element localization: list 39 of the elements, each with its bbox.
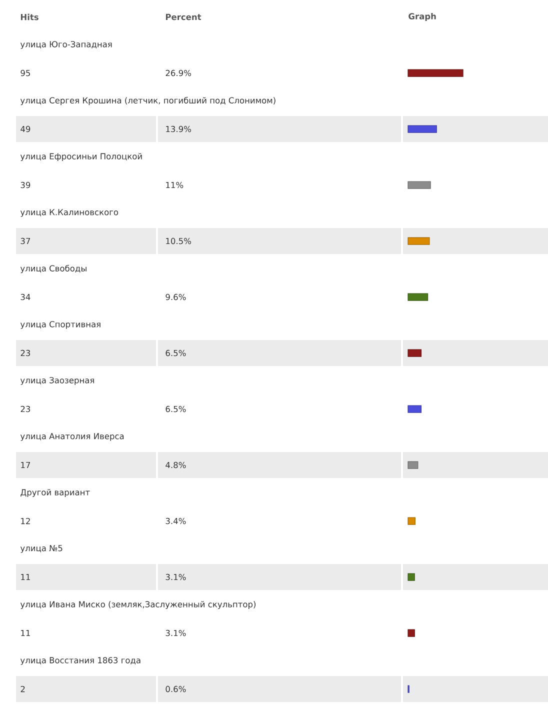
text: 49 bbox=[20, 126, 30, 132]
text: 9.6% bbox=[166, 294, 186, 300]
text: 2 bbox=[20, 686, 25, 692]
y-tick-label: улица Спортивная bbox=[20, 321, 100, 329]
text: 6.5% bbox=[166, 406, 186, 412]
y-tick-label: улица №5 bbox=[20, 545, 62, 553]
y-tick-label: улица Сергея Крошина (летчик, погибший под Слонимом) bbox=[20, 96, 276, 106]
text: 13.9% bbox=[166, 126, 191, 132]
y-tick-label: улица Ефросиньи Полоцкой bbox=[20, 153, 142, 162]
text: 17 bbox=[21, 462, 30, 468]
text: Hits bbox=[20, 14, 38, 20]
text: 23 bbox=[20, 350, 30, 356]
text: 11 bbox=[21, 574, 30, 580]
y-tick-label: улица Свободы bbox=[20, 264, 86, 274]
text: 6.5% bbox=[166, 350, 186, 356]
text: 3.1% bbox=[166, 630, 186, 636]
y-tick-label: Другой вариант bbox=[20, 489, 90, 497]
text: 10.5% bbox=[166, 238, 191, 244]
y-tick-label: улица Анатолия Иверса bbox=[20, 433, 124, 441]
text: Percent bbox=[166, 14, 202, 20]
text: 0.6% bbox=[166, 686, 186, 692]
text: 3.4% bbox=[166, 518, 186, 524]
y-tick-label: улица Восстания 1863 года bbox=[20, 657, 140, 665]
text: 95 bbox=[20, 70, 30, 76]
y-tick-label: улица Заозерная bbox=[20, 377, 94, 385]
text: 3.1% bbox=[166, 574, 186, 580]
text: 39 bbox=[20, 182, 30, 188]
y-tick-label: улица К.Калиновского bbox=[20, 209, 118, 217]
text: 11 bbox=[21, 630, 30, 636]
text: 12 bbox=[21, 518, 30, 524]
text: 4.8% bbox=[166, 462, 186, 468]
text: Graph bbox=[408, 13, 436, 22]
text: 26.9% bbox=[166, 70, 191, 76]
text: 23 bbox=[20, 406, 30, 412]
y-tick-label: улица Юго-Западная bbox=[20, 41, 112, 49]
text: 34 bbox=[20, 294, 30, 300]
text: 37 bbox=[20, 238, 30, 244]
y-tick-label: улица Ивана Миско (земляк,Заслуженный скульптор) bbox=[20, 601, 256, 609]
text: 11% bbox=[166, 182, 184, 188]
